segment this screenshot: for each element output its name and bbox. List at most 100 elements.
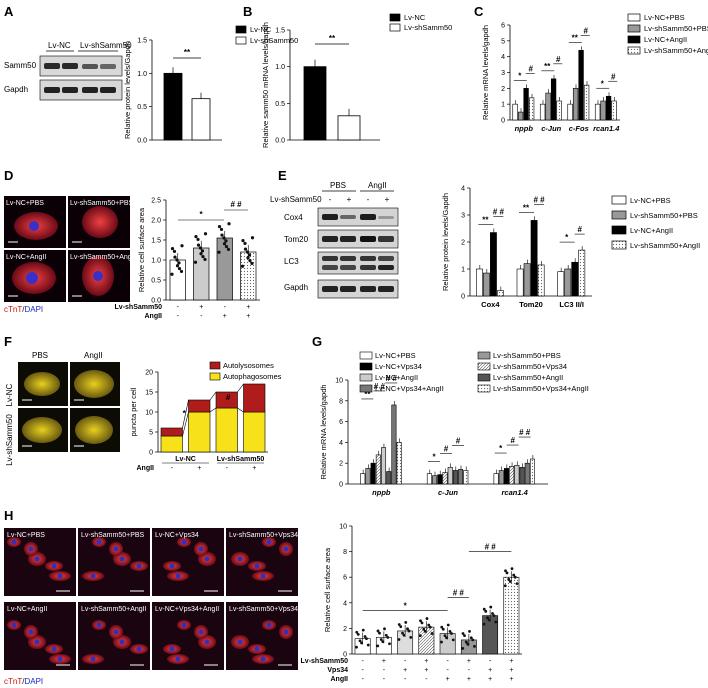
- legend-swatch: [235, 25, 247, 34]
- image-d-label-1: Lv-NC+PBS: [6, 200, 44, 207]
- significance-mark: **: [184, 48, 191, 57]
- significance-mark: # #: [386, 374, 398, 383]
- significance-mark: *: [432, 452, 436, 461]
- data-point: [175, 258, 179, 262]
- legend-label: Lv-NC+Vps34: [375, 362, 422, 371]
- y-tick-label: 2: [461, 240, 465, 247]
- bar: [517, 111, 524, 121]
- cell-images-h: Lv-NC+PBS Lv-shSamm50+PBS Lv-NC+Vps34 Lv-sh…: [4, 528, 320, 670]
- data-point: [196, 237, 200, 242]
- bar: [578, 249, 586, 297]
- nucleus: [260, 573, 266, 579]
- data-point: [397, 623, 401, 626]
- data-point: [427, 623, 431, 627]
- image-h-label: Lv-NC+AngII: [7, 606, 47, 613]
- nucleus: [96, 622, 102, 628]
- y-tick-label: 0.0: [137, 138, 147, 145]
- data-point: [201, 254, 205, 259]
- data-point: [440, 625, 444, 629]
- blot-e-group-2: AngII: [368, 181, 387, 190]
- data-point: [422, 627, 426, 631]
- bar: [503, 576, 520, 655]
- sign-row2: +: [509, 667, 513, 674]
- nucleus: [283, 629, 289, 635]
- legend-label: Lv-NC+Vps34+AngII: [375, 384, 444, 393]
- sign-row2: -: [383, 667, 386, 674]
- data-point: [224, 239, 228, 243]
- data-point: [464, 640, 468, 644]
- nucleus: [266, 622, 272, 628]
- chart-c: 0 1 2 3 4 5 6 Relative mRNA levels/gapdh nppb c-J…: [481, 13, 708, 133]
- data-point: [443, 634, 447, 638]
- data-point: [491, 612, 494, 615]
- bar: [396, 442, 402, 485]
- sign-row1: -: [446, 658, 449, 665]
- bar: [458, 469, 464, 485]
- bar: [594, 103, 601, 121]
- data-point: [247, 253, 252, 257]
- bar: [483, 272, 490, 297]
- angii-sign: -: [226, 465, 229, 472]
- sign-row3: -: [425, 676, 428, 683]
- image-d-label-2: Lv-shSamm50+PBS: [70, 200, 134, 207]
- nucleus: [119, 556, 125, 562]
- bar: [381, 447, 387, 485]
- angii-label: AngII: [137, 465, 155, 472]
- data-point: [246, 256, 250, 260]
- bar-autolysosomes: [188, 399, 211, 413]
- bar: [442, 472, 448, 485]
- bar: [360, 473, 366, 485]
- bar-autolysosomes: [160, 427, 183, 437]
- data-point: [365, 637, 368, 641]
- significance-mark: *: [601, 79, 605, 88]
- significance-mark: **: [572, 33, 579, 42]
- cell-images-d: Lv-NC+PBS Lv-shSamm50+PBS Lv-NC+AngII Lv…: [4, 196, 136, 302]
- bar: [375, 454, 381, 485]
- y-tick-label: 20: [145, 370, 153, 377]
- data-point: [203, 257, 207, 262]
- legend-swatch: [611, 195, 627, 205]
- image-h-label: Lv-NC+Vps34: [155, 532, 199, 539]
- data-point: [451, 638, 455, 642]
- legend-label: Lv-NC+AngII: [630, 226, 673, 235]
- bar: [537, 264, 545, 297]
- significance-mark: *: [183, 409, 187, 418]
- sign-row-1: -: [177, 304, 180, 311]
- nucleus: [11, 539, 17, 545]
- data-point: [243, 241, 247, 246]
- significance-mark: **: [544, 62, 551, 71]
- chart-h: 0 2 4 6 8 10 Relative cell surface area - - - + - - -…: [301, 524, 522, 683]
- image-h-label: Lv-shSamm50+AngII: [81, 606, 147, 613]
- legend-swatch: [359, 362, 373, 371]
- data-point: [409, 635, 413, 639]
- bar: [498, 470, 504, 485]
- legend-label: Lv-NC+PBS: [630, 196, 671, 205]
- nucleus: [181, 622, 187, 628]
- panel-d-letter: D: [4, 168, 13, 183]
- panel-c-letter: C: [474, 4, 484, 19]
- significance-mark: *: [565, 233, 569, 242]
- legend-label: Lv-NC+PBS: [375, 351, 416, 360]
- sign-row-2: +: [223, 313, 227, 320]
- y-tick-label: 10: [335, 378, 343, 385]
- image-d-label-4: Lv-shSamm50+AngII: [70, 254, 136, 261]
- legend-label: Autophagosomes: [223, 372, 282, 381]
- image-d-label-3: Lv-NC+AngII: [6, 254, 46, 261]
- data-point: [222, 236, 226, 240]
- legend-swatch: [627, 46, 641, 55]
- legend-swatch: [389, 23, 401, 32]
- significance-mark: #: [456, 436, 461, 445]
- significance-mark: #: [510, 436, 515, 445]
- bar: [514, 464, 520, 485]
- data-point: [461, 647, 465, 650]
- bar: [539, 103, 546, 121]
- data-point: [240, 264, 245, 268]
- legend-label: Lv-shSamm50+AngII: [493, 373, 563, 382]
- nucleus: [34, 639, 40, 645]
- bar-autophagosomes: [160, 435, 183, 453]
- bar: [426, 473, 432, 485]
- data-point: [418, 634, 422, 638]
- significance-mark: #: [529, 64, 534, 73]
- data-point: [473, 644, 476, 648]
- data-point: [196, 243, 201, 247]
